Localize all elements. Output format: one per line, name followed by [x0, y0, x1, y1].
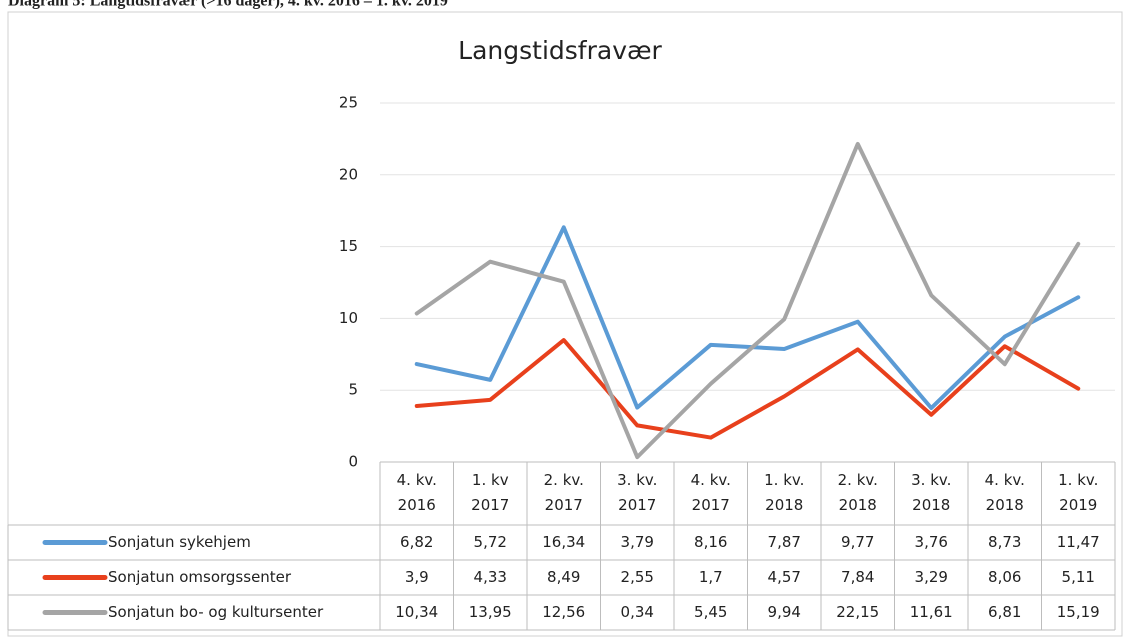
legend-label: Sonjatun bo- og kultursenter: [108, 603, 324, 621]
table-value: 13,95: [469, 603, 512, 621]
table-value: 9,94: [768, 603, 801, 621]
series-line: [414, 141, 1081, 460]
table-value: 5,11: [1062, 568, 1095, 586]
x-tick-label: 4. kv. 2017: [691, 471, 731, 514]
table-value: 3,29: [915, 568, 948, 586]
x-tick-label: 4. kv. 2016: [397, 471, 437, 514]
table-value: 5,45: [694, 603, 727, 621]
caption: Diagram 5: Langtidsfravær (>16 dager), 4…: [8, 0, 448, 10]
y-tick-label: 10: [339, 309, 358, 327]
table-value: 11,61: [910, 603, 953, 621]
x-tick-label: 1. kv. 2018: [764, 471, 804, 514]
table-value: 10,34: [395, 603, 438, 621]
table-value: 22,15: [836, 603, 879, 621]
table-value: 12,56: [542, 603, 585, 621]
table-value: 7,87: [768, 533, 801, 551]
table-value: 6,82: [400, 533, 433, 551]
legend-label: Sonjatun omsorgssenter: [108, 568, 292, 586]
table-value: 8,49: [547, 568, 580, 586]
y-tick-label: 0: [348, 453, 358, 471]
x-tick-label: 3. kv. 2017: [617, 471, 657, 514]
table-value: 16,34: [542, 533, 585, 551]
series-line: [414, 225, 1081, 411]
table-value: 3,9: [405, 568, 429, 586]
table-value: 4,57: [768, 568, 801, 586]
table-value: 8,73: [988, 533, 1021, 551]
y-tick-label: 5: [348, 381, 358, 399]
x-tick-label: 1. kv. 2019: [1058, 471, 1098, 514]
table-value: 8,06: [988, 568, 1021, 586]
table-value: 2,55: [621, 568, 654, 586]
table-value: 3,79: [621, 533, 654, 551]
x-tick-label: 2. kv. 2018: [838, 471, 878, 514]
y-tick-label: 25: [339, 94, 358, 112]
table-value: 7,84: [841, 568, 874, 586]
x-tick-label: 4. kv. 2018: [985, 471, 1025, 514]
x-tick-label: 3. kv. 2018: [911, 471, 951, 514]
table-value: 11,47: [1057, 533, 1100, 551]
series-line: [414, 338, 1081, 440]
table-value: 15,19: [1057, 603, 1100, 621]
y-tick-label: 15: [339, 237, 358, 255]
legend-label: Sonjatun sykehjem: [108, 533, 251, 551]
table-value: 5,72: [474, 533, 507, 551]
table-value: 8,16: [694, 533, 727, 551]
chart-title: Langstidsfravær: [458, 36, 662, 65]
x-tick-label: 1. kv 2017: [471, 471, 509, 514]
table-value: 3,76: [915, 533, 948, 551]
y-tick-label: 20: [339, 165, 358, 183]
table-value: 4,33: [474, 568, 507, 586]
table-value: 1,7: [699, 568, 723, 586]
table-value: 6,81: [988, 603, 1021, 621]
chart-border: [7, 11, 1123, 637]
table-value: 9,77: [841, 533, 874, 551]
table-value: 0,34: [621, 603, 654, 621]
x-tick-label: 2. kv. 2017: [544, 471, 584, 514]
